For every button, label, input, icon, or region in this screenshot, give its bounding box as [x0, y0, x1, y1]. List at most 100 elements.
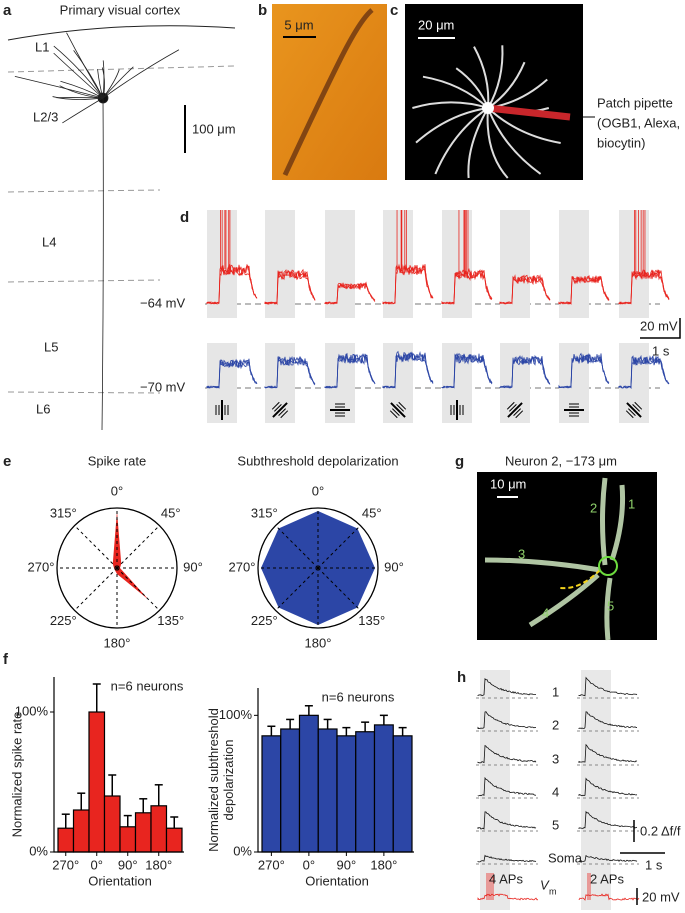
y-tick-label: 0%: [29, 843, 48, 858]
spoke: [275, 567, 319, 611]
stimulus-window: [559, 210, 589, 318]
soma: [598, 556, 618, 576]
spoke: [317, 525, 361, 569]
neuron-tracing: [14, 32, 180, 431]
dendrite: [62, 97, 104, 124]
trace: [578, 711, 638, 730]
scale-label: 20 μm: [418, 17, 454, 32]
grating: [625, 410, 634, 419]
panel-title: Primary visual cortex: [60, 2, 181, 17]
grating: [513, 408, 522, 417]
bar: [298, 714, 319, 853]
grating: [627, 408, 636, 417]
trace: [324, 353, 376, 389]
grating: [630, 406, 638, 414]
bar: [119, 826, 137, 853]
dendrite: [97, 69, 104, 99]
x-tick-label: 0°: [303, 857, 315, 872]
angle-label: 225°: [251, 613, 278, 628]
trace: [324, 282, 376, 305]
trace: [499, 274, 551, 305]
panel-label: h: [457, 669, 466, 686]
x-tick-label: 270°: [52, 857, 79, 872]
stimulus-window: [619, 210, 649, 318]
grating: [634, 401, 643, 410]
layer-label: L6: [36, 401, 50, 416]
panel-label: a: [3, 2, 12, 19]
x-tick-label: 180°: [370, 857, 397, 872]
traces: [205, 210, 670, 423]
pipette: [487, 104, 571, 121]
panel-label: g: [455, 453, 464, 470]
dendrite-label: 3: [518, 546, 525, 561]
trace: [618, 354, 670, 389]
dendrite: [487, 107, 542, 175]
x-axis-label: Orientation: [305, 873, 369, 888]
scale-label: 20 mV: [642, 889, 680, 904]
annotation: n=6 neurons: [322, 689, 395, 704]
row-label: Soma: [548, 850, 583, 865]
angle-label: 180°: [104, 635, 131, 650]
stimulus-window: [265, 210, 295, 318]
dendrites: [484, 477, 626, 641]
vm-label: V: [540, 877, 550, 892]
dendrite: [282, 8, 374, 177]
dendrite: [60, 80, 104, 99]
bar: [261, 735, 282, 853]
spoke: [116, 567, 160, 611]
micrograph: [477, 472, 657, 640]
trace: [477, 677, 537, 697]
pipette-label: biocytin): [597, 135, 645, 150]
pipette-label: Patch pipette: [597, 95, 673, 110]
polar-frame: [257, 507, 379, 629]
bar: [317, 728, 338, 853]
grating: [271, 401, 280, 410]
dendrite: [59, 85, 104, 99]
panel-label: d: [180, 209, 189, 226]
dendrite: [102, 49, 180, 99]
scale-label: 0.2 Δf/f: [640, 823, 681, 838]
grating: [273, 403, 282, 412]
trace: [558, 352, 610, 389]
trace: [578, 777, 638, 797]
y-tick-label: 100%: [219, 707, 253, 722]
layer-label: L1: [35, 39, 49, 54]
spoke: [317, 567, 361, 611]
stimulus-window: [500, 210, 530, 318]
scale-label: 1 s: [652, 343, 670, 358]
angle-label: 315°: [251, 506, 278, 521]
scale-label: 100 μm: [192, 121, 236, 136]
trace: [578, 676, 638, 697]
trace: [441, 354, 493, 389]
bar: [355, 731, 376, 853]
panel-label: c: [390, 2, 398, 19]
trace: [206, 264, 258, 305]
y-tick-label: 100%: [15, 703, 49, 718]
stimulus-window: [325, 210, 355, 318]
grating: [511, 406, 519, 414]
grating: [389, 410, 398, 419]
panel-label: b: [258, 2, 267, 19]
angle-label: 90°: [183, 559, 203, 574]
angle-label: 0°: [111, 483, 123, 498]
grating: [396, 403, 405, 412]
dendrite: [53, 45, 104, 99]
angle-label: 315°: [50, 506, 77, 521]
grating: [506, 401, 515, 410]
layer-boundaries: [7, 65, 236, 394]
dendrite: [14, 75, 104, 99]
row-label: 3: [552, 751, 559, 766]
baseline-label: −64 mV: [140, 295, 185, 310]
x-tick-label: 270°: [258, 857, 285, 872]
layer-label: L4: [42, 234, 56, 249]
vm-label: m: [549, 886, 557, 896]
spoke: [116, 525, 160, 569]
bar: [103, 795, 121, 853]
spoke: [74, 567, 118, 611]
pipette-label: (OGB1, Alexa,: [597, 115, 680, 130]
bar: [72, 809, 90, 853]
spoke: [74, 525, 118, 569]
dendrite: [102, 60, 105, 99]
grating: [276, 406, 284, 414]
